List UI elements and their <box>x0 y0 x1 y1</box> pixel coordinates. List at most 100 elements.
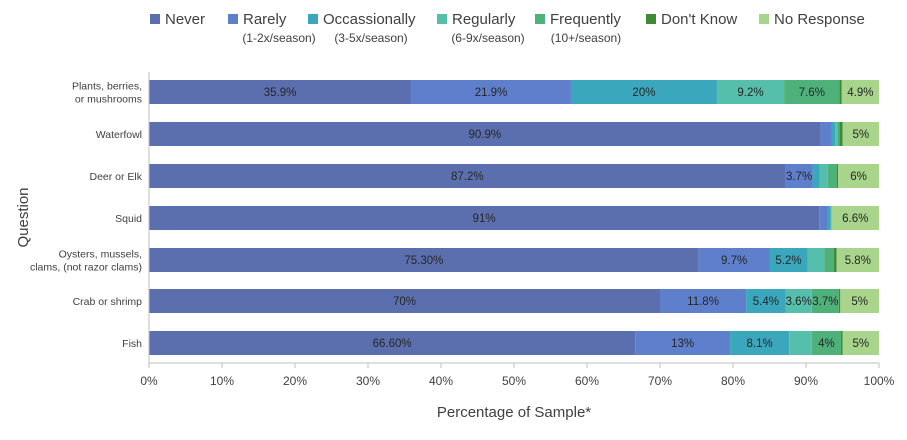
bar-segment <box>784 80 840 104</box>
bar-segment <box>785 164 813 188</box>
bar-segment <box>807 248 825 272</box>
bar-segment <box>746 289 786 313</box>
category-label: clams, (not razor clams) <box>30 262 142 274</box>
x-tick-label: 100% <box>864 374 895 388</box>
data-label: 5% <box>852 129 869 141</box>
bar-segment <box>149 248 699 272</box>
data-label: 3.7% <box>812 296 838 308</box>
bar-segment <box>570 80 717 104</box>
bar-segment <box>149 331 636 355</box>
bar-segment <box>819 206 828 230</box>
legend-swatch <box>150 14 160 24</box>
data-label: 35.9% <box>264 87 297 99</box>
bar-segment <box>831 122 836 146</box>
bar-segment <box>411 80 571 104</box>
bar-segment <box>820 122 832 146</box>
bar-segment <box>827 164 837 188</box>
bar-segment <box>841 331 843 355</box>
data-label: 5.2% <box>775 255 801 267</box>
legend-label: Never <box>165 11 205 28</box>
data-label: 9.2% <box>737 87 763 99</box>
legend-swatch <box>646 14 656 24</box>
x-axis-title: Percentage of Sample* <box>437 404 591 421</box>
x-tick-label: 90% <box>794 374 818 388</box>
bar-segment <box>149 289 660 313</box>
data-label: 66.60% <box>373 338 412 350</box>
bar-segment <box>149 122 821 146</box>
bar-segment <box>837 122 840 146</box>
legend-sublabel: (6-9x/season) <box>451 31 524 45</box>
bar-segment <box>698 248 770 272</box>
legend-label: Rarely <box>243 11 287 28</box>
bar-segment <box>838 289 841 313</box>
legend-item: Don't Know <box>646 11 737 28</box>
bar-segment <box>841 80 879 104</box>
y-axis-title: Question <box>15 187 32 247</box>
x-tick-label: 20% <box>283 374 307 388</box>
data-label: 8.1% <box>747 338 773 350</box>
bar-segment <box>149 206 820 230</box>
bar-segment <box>819 164 828 188</box>
bar-segment <box>789 331 812 355</box>
category-label: Crab or shrimp <box>73 296 143 308</box>
x-tick-label: 60% <box>575 374 599 388</box>
category-label: Fish <box>122 338 142 350</box>
data-label: 5.8% <box>845 255 871 267</box>
bar-segment <box>149 80 412 104</box>
data-label: 9.7% <box>721 255 747 267</box>
data-label: 70% <box>393 296 416 308</box>
legend-item: Occassionally (3-5x/season) <box>308 11 416 45</box>
bar-segment <box>635 331 731 355</box>
bar-segment <box>842 331 879 355</box>
data-label: 4% <box>818 338 835 350</box>
bar-segment <box>839 122 843 146</box>
legend-swatch <box>437 14 447 24</box>
data-label: 6% <box>850 171 867 183</box>
bar-segment <box>149 164 786 188</box>
bar-segment <box>842 122 879 146</box>
bar-segment <box>824 248 834 272</box>
bar-segment <box>836 248 879 272</box>
category-label: Squid <box>115 213 142 225</box>
category-label: or mushrooms <box>75 94 142 106</box>
data-label: 7.6% <box>799 87 825 99</box>
legend-swatch <box>228 14 238 24</box>
bar-segment <box>838 164 879 188</box>
data-label: 91% <box>473 213 496 225</box>
legend-label: No Response <box>774 11 865 28</box>
x-tick-label: 40% <box>429 374 453 388</box>
legend-label: Don't Know <box>661 11 737 28</box>
data-label: 20% <box>632 87 655 99</box>
x-tick-label: 30% <box>356 374 380 388</box>
x-tick-label: 50% <box>502 374 526 388</box>
bar-segment <box>839 80 842 104</box>
data-label: 3.7% <box>786 171 812 183</box>
data-label: 3.6% <box>786 296 812 308</box>
legend-sublabel: (3-5x/season) <box>334 31 407 45</box>
data-label: 13% <box>671 338 694 350</box>
legend-label: Occassionally <box>323 11 416 28</box>
legend-item: Never <box>150 11 205 28</box>
bar-segment <box>812 164 820 188</box>
legend-label: Frequently <box>550 11 621 28</box>
data-label: 11.8% <box>687 296 719 308</box>
bar-segment <box>769 248 808 272</box>
data-label: 75.30% <box>404 255 443 267</box>
data-label: 21.9% <box>475 87 508 99</box>
category-label: Plants, berries, <box>72 81 142 93</box>
bar-segment <box>811 331 842 355</box>
legend-sublabel: (10+/season) <box>551 31 621 45</box>
legend-item: Regularly (6-9x/season) <box>437 11 525 45</box>
bar-segment <box>660 289 747 313</box>
bar-segment <box>833 248 837 272</box>
x-tick-label: 10% <box>210 374 234 388</box>
legend-item: Frequently (10+/season) <box>535 11 621 45</box>
legend-label: Regularly <box>452 11 516 28</box>
data-label: 4.9% <box>847 87 873 99</box>
x-tick-label: 70% <box>648 374 672 388</box>
bar-segment <box>831 206 879 230</box>
x-tick-label: 0% <box>140 374 158 388</box>
x-tick-label: 80% <box>721 374 745 388</box>
